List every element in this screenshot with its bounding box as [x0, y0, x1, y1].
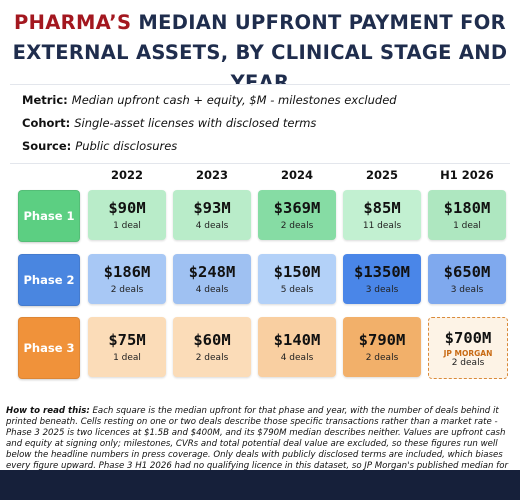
- cell-deals: 4 deals: [195, 221, 229, 231]
- cell-deals: 1 deal: [113, 353, 141, 363]
- cell-value: $369M: [273, 199, 321, 217]
- row-label: Phase 3: [18, 317, 80, 379]
- column-header: 2022: [110, 168, 143, 182]
- cell: $90M 1 deal: [88, 190, 166, 240]
- cell-value: $150M: [273, 263, 321, 281]
- cell: $790M 2 deals: [343, 317, 421, 377]
- info-line: Metric: Median upfront cash + equity, $M …: [22, 93, 397, 107]
- row-label: Phase 1: [18, 190, 80, 242]
- cell-deals: 4 deals: [195, 285, 229, 295]
- cell-deals: 2 deals: [195, 353, 229, 363]
- cell-deals: 2 deals: [280, 221, 314, 231]
- cell: $369M 2 deals: [258, 190, 336, 240]
- cell-value: $75M: [108, 331, 146, 349]
- cell: $700M JP MORGAN 2 deals: [428, 317, 508, 379]
- column-header: 2023: [195, 168, 228, 182]
- cell-value: $90M: [108, 199, 146, 217]
- cell: $650M 3 deals: [428, 254, 506, 304]
- cell: $85M 11 deals: [343, 190, 421, 240]
- title-highlight: PHARMA’S: [14, 11, 132, 34]
- cell-value: $700M: [444, 328, 492, 347]
- cell-note: JP MORGAN: [443, 348, 493, 358]
- info-text: Single-asset licenses with disclosed ter…: [74, 116, 317, 130]
- cell-value: $140M: [273, 331, 321, 349]
- cell: $248M 4 deals: [173, 254, 251, 304]
- info-line: Cohort: Single-asset licenses with disclo…: [22, 116, 316, 130]
- cell-deals: 1 deal: [453, 221, 481, 231]
- info-line: Source: Public disclosures: [22, 139, 177, 153]
- cell-deals: 3 deals: [365, 285, 399, 295]
- info-label: Cohort:: [22, 116, 71, 130]
- cell-value: $248M: [188, 263, 236, 281]
- cell-deals: 4 deals: [280, 353, 314, 363]
- column-header: 2025: [365, 168, 398, 182]
- cell-value: $60M: [193, 331, 231, 349]
- title: PHARMA’S MEDIAN UPFRONT PAYMENT FOR EXTE…: [10, 8, 510, 98]
- column-header: 2024: [280, 168, 313, 182]
- cell-deals: 2 deals: [451, 357, 485, 368]
- footnote-label: How to read this:: [6, 406, 90, 416]
- cell-deals: 11 deals: [362, 221, 402, 231]
- bottom-bar: [0, 470, 520, 500]
- title-rest: MEDIAN UPFRONT PAYMENT FOR EXTERNAL ASSE…: [12, 11, 508, 94]
- cell-value: $1350M: [354, 263, 410, 281]
- cell-deals: 2 deals: [365, 353, 399, 363]
- info-label: Source:: [22, 139, 72, 153]
- cell-value: $790M: [358, 331, 406, 349]
- cell: $1350M 3 deals: [343, 254, 421, 304]
- cell: $60M 2 deals: [173, 317, 251, 377]
- cell: $75M 1 deal: [88, 317, 166, 377]
- cell: $186M 2 deals: [88, 254, 166, 304]
- row-label: Phase 2: [18, 254, 80, 306]
- info-text: Public disclosures: [75, 139, 178, 153]
- cell: $140M 4 deals: [258, 317, 336, 377]
- cell-deals: 3 deals: [450, 285, 484, 295]
- column-header: H1 2026: [440, 168, 494, 182]
- cell: $93M 4 deals: [173, 190, 251, 240]
- info-text: Median upfront cash + equity, $M - miles…: [71, 93, 397, 107]
- cell: $180M 1 deal: [428, 190, 506, 240]
- cell-deals: 5 deals: [280, 285, 314, 295]
- cell-value: $186M: [103, 263, 151, 281]
- cell-value: $180M: [443, 199, 491, 217]
- cell-value: $93M: [193, 199, 231, 217]
- info-box: Metric: Median upfront cash + equity, $M …: [10, 84, 510, 164]
- cell-deals: 2 deals: [110, 285, 144, 295]
- cell-value: $650M: [443, 263, 491, 281]
- info-label: Metric:: [22, 93, 68, 107]
- cell-deals: 1 deal: [113, 221, 141, 231]
- cell-value: $85M: [363, 199, 401, 217]
- cell: $150M 5 deals: [258, 254, 336, 304]
